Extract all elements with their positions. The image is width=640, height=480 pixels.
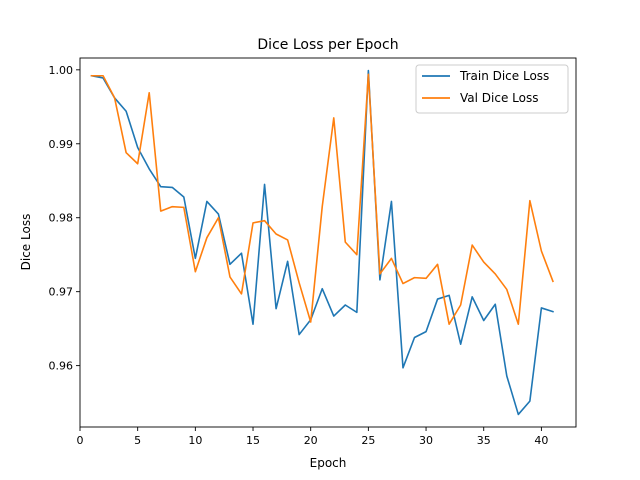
x-axis-label: Epoch	[310, 456, 347, 470]
y-axis-label: Dice Loss	[19, 214, 33, 271]
plot-area	[79, 57, 577, 428]
x-tick-label: 5	[134, 434, 141, 447]
legend-label: Train Dice Loss	[459, 69, 549, 83]
y-axis: 0.96 0.97 0.98 0.99 1.00	[49, 64, 80, 373]
chart-title: Dice Loss per Epoch	[257, 37, 398, 53]
y-tick-label: 0.98	[49, 212, 74, 225]
y-tick-label: 0.99	[49, 138, 74, 151]
x-tick-label: 25	[361, 434, 375, 447]
y-tick-label: 1.00	[49, 64, 74, 77]
legend-label: Val Dice Loss	[460, 91, 538, 105]
y-tick-label: 0.96	[49, 360, 74, 373]
x-tick-label: 30	[419, 434, 433, 447]
legend-box	[415, 64, 569, 114]
x-tick-label: 40	[534, 434, 548, 447]
x-tick-label: 20	[304, 434, 318, 447]
x-tick-label: 0	[77, 434, 84, 447]
x-tick-label: 35	[477, 434, 491, 447]
series-line-1	[90, 69, 554, 416]
axes-frame	[79, 57, 577, 428]
x-tick-label: 15	[246, 434, 260, 447]
series-line-2	[90, 73, 554, 326]
y-tick-label: 0.97	[49, 286, 74, 299]
legend: Train Dice Loss Val Dice Loss	[415, 64, 569, 114]
x-axis: 0 5 10 15 20 25 30 35 40	[77, 427, 548, 447]
x-tick-label: 10	[188, 434, 202, 447]
